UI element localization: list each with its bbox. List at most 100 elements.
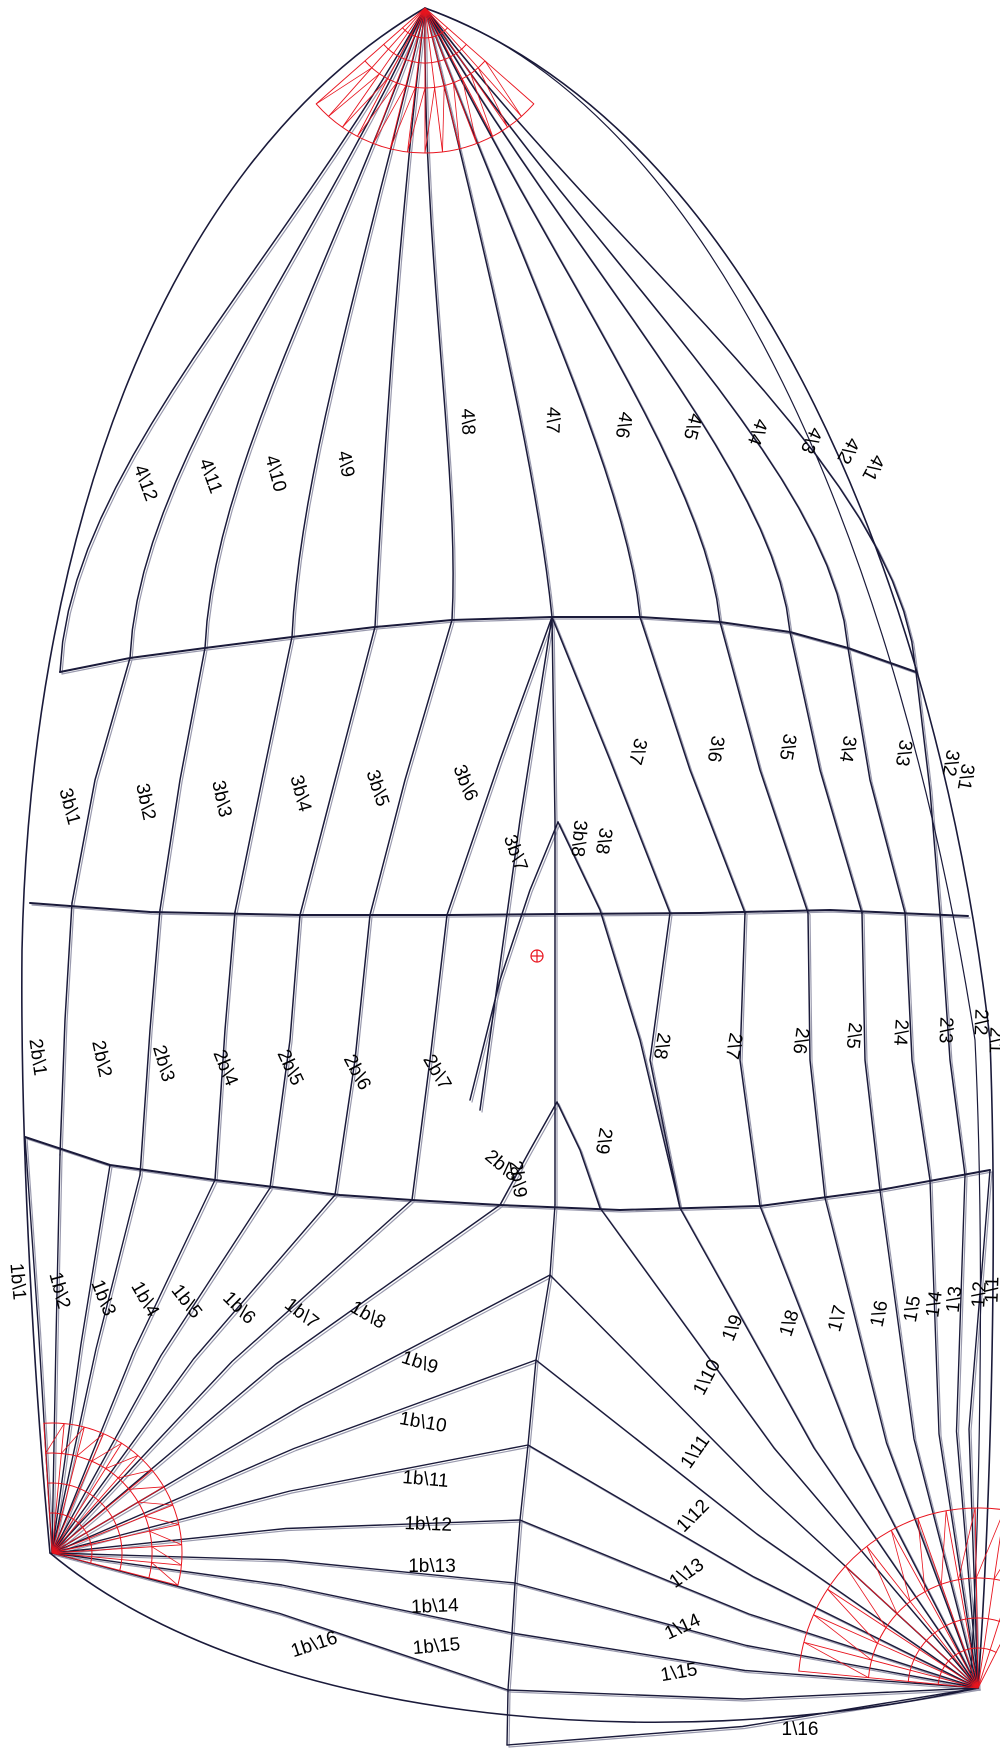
top-seam-7-shadow: [426, 9, 555, 620]
clew-reinforcement-ray-3: [813, 1614, 979, 1689]
seam-3-center-shadow: [553, 618, 558, 1208]
panel-label-p3b-7: 3b\7: [499, 832, 531, 874]
seam-3-5: [719, 621, 809, 914]
clew-reinforcement-ray-7: [890, 1530, 979, 1689]
clew-fan-seam-12: [519, 1519, 979, 1689]
seam-3b-1: [71, 657, 131, 904]
tack-reinforcement-ray-3: [51, 1426, 85, 1554]
clew-fan-seam-13-shadow: [516, 1584, 981, 1691]
seam-3-6: [639, 616, 746, 914]
seam-3b-3: [234, 636, 293, 913]
top-seam-2: [129, 7, 426, 659]
panel-label-p4-10: 4\3: [796, 424, 826, 457]
head-reinforcement-diag-8: [407, 87, 426, 153]
head-reinforcement-diag-9: [389, 87, 416, 149]
clew-fan-seam-13: [514, 1582, 979, 1689]
panel-label-p1-5: 1\12: [673, 1496, 714, 1537]
clew-fan-seam-6-shadow: [931, 1181, 981, 1691]
tack-reinforcement-diag-3: [76, 1433, 104, 1457]
top-seam-11-shadow: [426, 9, 851, 651]
tack-fan-seam-2: [51, 1154, 61, 1554]
seam-2-6: [807, 912, 826, 1199]
seam-2b-1: [59, 902, 73, 1156]
top-seam-1-shadow: [61, 9, 428, 675]
clew-fan-seam-10: [535, 1359, 979, 1689]
tack-reinforcement-diag-7: [129, 1486, 164, 1490]
clew-reinforcement-ray-9: [945, 1510, 979, 1689]
tack-fan-seam-13: [51, 1519, 521, 1554]
panel-label-p2b-5: 2b\5: [273, 1046, 308, 1088]
tack-reinforcement-ray-10: [51, 1524, 179, 1554]
clew-fan-seam-2: [679, 1207, 979, 1689]
top-seam-11: [424, 7, 849, 649]
tack-fan-seam-7: [51, 1194, 336, 1554]
top-seam-1: [59, 7, 426, 673]
clew-fan-seam-16: [506, 1687, 979, 1746]
clew-fan-seam-4: [824, 1197, 979, 1689]
panel-label-p1-12: 1\5: [900, 1294, 925, 1324]
top-seam-12-shadow: [426, 9, 919, 675]
panel-label-p1b-12: 1b\12: [404, 1513, 452, 1536]
seam-3b-4-shadow: [301, 628, 378, 918]
top-seam-4-shadow: [293, 9, 428, 640]
tack-fan-seam-4: [51, 1174, 141, 1554]
panel-label-p4-7: 4\6: [611, 410, 636, 440]
clew-fan-seam-3-shadow: [761, 1207, 981, 1691]
top-seam-2-shadow: [131, 9, 428, 661]
panel-label-p3-3: 3\5: [775, 732, 800, 762]
head-reinforcement-ray-6: [424, 7, 461, 149]
head-reinforcement-ray-11: [372, 7, 426, 144]
clew-fan-seam-9-shadow: [551, 1276, 981, 1691]
seam-3-2-shadow: [917, 673, 943, 916]
clew-fan-seam-5-shadow: [881, 1191, 981, 1691]
tack-fan-seam-8-shadow: [53, 1201, 415, 1556]
head-reinforcement-ray-3: [424, 7, 508, 128]
head-reinforcement-diag-1: [484, 60, 522, 117]
tack-fan-seam-2-shadow: [53, 1156, 63, 1556]
seam-shadow-lines: [26, 9, 993, 1748]
tack-reinforcement-diag-2: [61, 1426, 85, 1454]
panel-label-p2b-7: 2b\7: [418, 1051, 455, 1094]
head-reinforcement-ray-1: [424, 7, 535, 105]
panel-label-p1-1: 1\16: [782, 1719, 819, 1740]
tack-fan-seam-14-shadow: [53, 1554, 518, 1586]
clew-fan-seam-12-shadow: [521, 1521, 981, 1691]
head-reinforcement-ray-4: [424, 7, 493, 137]
panel-label-p1b-14: 1b\14: [411, 1595, 460, 1618]
tack-reinforcement-ray-9: [51, 1504, 174, 1554]
corner-reinforcements: [43, 7, 1000, 1689]
panel-label-p3-5: 3\3: [891, 738, 916, 768]
top-seam-8-shadow: [426, 9, 643, 620]
cross-seam-upper: [59, 616, 917, 673]
seam-3b-2: [159, 647, 206, 911]
seam-2b-6: [411, 914, 448, 1201]
seam-3-apex-left-shadow: [481, 618, 555, 1113]
panel-label-p1b-5: 1b\5: [167, 1281, 206, 1323]
panel-label-p4-4: 4\9: [333, 449, 358, 479]
panel-label-p4-5: 4\8: [457, 408, 479, 435]
leech-inner-edge: [424, 7, 982, 1689]
panel-label-p1-16: 1\1: [982, 1276, 1000, 1303]
top-seam-12: [424, 7, 917, 673]
head-reinforcement-ray-7: [424, 7, 443, 152]
tack-fan-seam-6: [51, 1187, 271, 1554]
clew-reinforcement-diag-5: [866, 1546, 898, 1614]
seam-2-9-apex-shadow: [558, 1103, 603, 1211]
seam-3b-5-shadow: [371, 621, 455, 918]
seam-2b-4: [269, 914, 301, 1189]
panel-label-p1b-10: 1b\10: [398, 1408, 448, 1437]
panel-label-p3b-3: 3b\3: [207, 779, 235, 820]
tack-reinforcement-diag-12: [151, 1562, 179, 1586]
sail-outline: [21, 7, 995, 1724]
panel-label-p4-9: 4\4: [743, 416, 772, 448]
panel-label-p2-5: 2\4: [889, 1018, 912, 1046]
panel-label-p2-9: 2\9: [591, 1126, 616, 1156]
clew-reinforcement-ray-11: [977, 1535, 1000, 1689]
panel-label-p1-2: 1\15: [659, 1659, 699, 1686]
panel-label-p2b-9: 2b\9: [504, 1159, 530, 1199]
panel-label-p2b-1: 2b\1: [24, 1037, 50, 1077]
clew-fan-seam-14-shadow: [513, 1634, 981, 1691]
panel-label-p3-7: 3\1: [953, 762, 978, 792]
seam-2-6-shadow: [809, 914, 828, 1201]
top-seam-10: [424, 7, 791, 633]
